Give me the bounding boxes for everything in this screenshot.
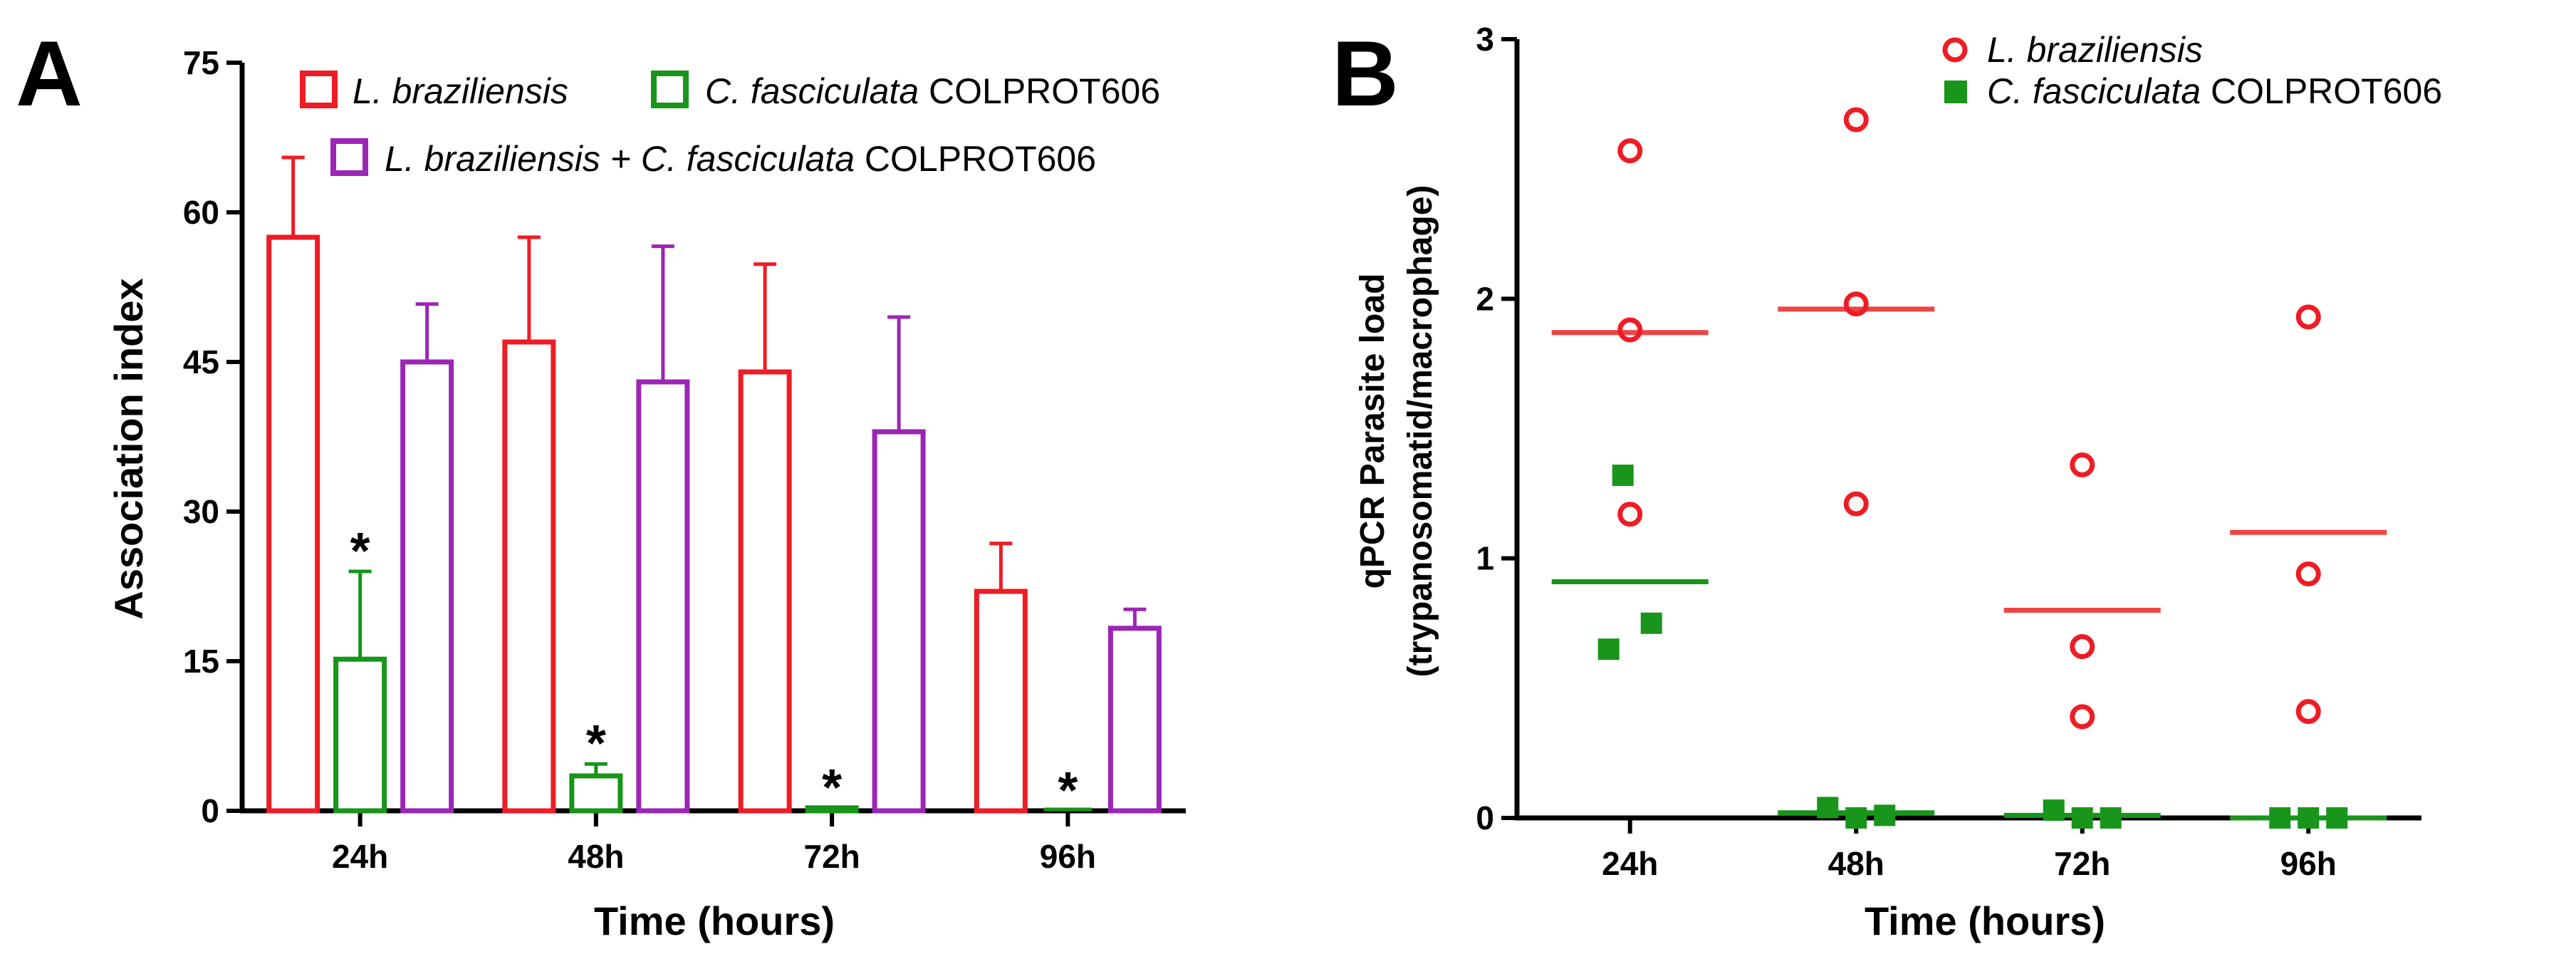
chart-a-axes [226, 61, 1186, 826]
bar [400, 359, 454, 814]
bar [805, 805, 859, 814]
data-point [2295, 561, 2321, 587]
significance-star: * [350, 523, 370, 580]
data-point [1817, 797, 1839, 819]
chart-b-tick-labels: 0 1 2 3 24h 48h 72h 96h [1476, 21, 2336, 882]
legend-b-label-lb: L. braziliensis [1987, 30, 2203, 70]
chart-b-x-tick-label: 96h [2280, 845, 2337, 882]
chart-b-x-tick-label: 48h [1828, 845, 1884, 882]
data-point [2070, 452, 2095, 478]
legend-a-label-mix: L. braziliensis + C. fasciculata COLPROT… [385, 139, 1096, 179]
chart-a-x-axis-label: Time (hours) [594, 898, 835, 943]
panel-letter-a: A [16, 21, 83, 125]
legend-a-swatch-cf [651, 71, 689, 108]
legend-a-label-lb: L. braziliensis [353, 71, 568, 111]
bar [872, 429, 926, 814]
chart-b-y-tick-label: 1 [1476, 540, 1494, 577]
bar [569, 773, 623, 814]
data-point [2298, 807, 2320, 829]
chart-a: * * * * 0 15 30 45 60 75 24h 48h 72h 96h Time (hours… [106, 44, 1186, 943]
data-point [1612, 465, 1634, 487]
data-point [1874, 804, 1896, 826]
data-point [1617, 502, 1643, 527]
bar [333, 656, 387, 814]
chart-a-y-tick-label: 0 [201, 792, 219, 829]
data-point [1843, 107, 1869, 133]
chart-b-x-axis-label: Time (hours) [1865, 898, 2105, 943]
bar [636, 379, 690, 814]
chart-b-x-tick-label: 72h [2054, 845, 2110, 882]
data-point [2070, 634, 2095, 660]
data-point [1845, 807, 1867, 829]
chart-a-y-tick-label: 45 [183, 343, 219, 380]
data-point [1843, 291, 1869, 317]
data-point [1843, 491, 1869, 517]
bar [974, 589, 1028, 814]
significance-star: * [586, 715, 606, 772]
chart-a-x-tick-label: 48h [568, 838, 624, 875]
chart-b-marks [1551, 107, 2387, 829]
chart-b: 0 1 2 3 24h 48h 72h 96h Time (hours) qPCR Paras… [1354, 21, 2442, 943]
chart-a-x-tick-label: 24h [332, 838, 388, 875]
bar [738, 369, 792, 814]
bar [1107, 626, 1162, 814]
chart-a-y-tick-label: 60 [183, 194, 219, 231]
chart-a-y-tick-label: 30 [183, 493, 219, 530]
legend-a-swatch-lb [300, 71, 338, 108]
chart-b-y-axis-label: qPCR Parasite load [1354, 274, 1392, 589]
chart-b-x-tick-label: 24h [1602, 845, 1658, 882]
chart-a-x-tick-label: 72h [803, 838, 860, 875]
chart-a-y-tick-label: 15 [183, 643, 219, 680]
data-point [2295, 699, 2321, 725]
chart-b-y-tick-label: 2 [1476, 280, 1494, 317]
legend-a-label-cf: C. fasciculata COLPROT606 [705, 71, 1160, 111]
data-point [2269, 807, 2291, 829]
chart-a-y-axis-label: Association index [106, 278, 151, 619]
data-point [2043, 799, 2065, 822]
data-point [2100, 807, 2122, 829]
chart-a-bars: * * * * [266, 155, 1162, 819]
chart-b-y-tick-label: 3 [1476, 21, 1494, 58]
chart-a-tick-labels: 0 15 30 45 60 75 24h 48h 72h 96h [183, 44, 1096, 875]
significance-star: * [1058, 762, 1078, 819]
bar [502, 339, 556, 814]
data-point [2070, 704, 2095, 730]
chart-a-y-tick-label: 75 [183, 44, 219, 81]
chart-b-legend: L. braziliensis C. fasciculata COLPROT60… [1942, 30, 2442, 111]
data-point [1597, 638, 1620, 660]
data-point [2295, 304, 2321, 330]
data-point [1617, 317, 1643, 343]
panel-letter-b: B [1332, 21, 1399, 125]
chart-b-y-tick-label: 0 [1476, 799, 1494, 836]
data-point [2326, 807, 2348, 829]
data-point [1617, 138, 1643, 164]
legend-a-swatch-mix [330, 138, 368, 176]
chart-b-y-axis-label-2: (trypanosomatid/macrophage) [1402, 185, 1439, 678]
legend-b-marker-lb [1942, 37, 1968, 63]
bar [266, 234, 320, 814]
legend-b-label-cf: C. fasciculata COLPROT606 [1987, 71, 2442, 111]
chart-a-x-tick-label: 96h [1040, 838, 1096, 875]
data-point [1640, 612, 1662, 634]
data-point [2071, 807, 2093, 829]
significance-star: * [822, 760, 842, 817]
chart-a-legend: L. braziliensis C. fasciculata COLPROT60… [300, 71, 1160, 179]
legend-b-marker-cf [1944, 81, 1967, 103]
